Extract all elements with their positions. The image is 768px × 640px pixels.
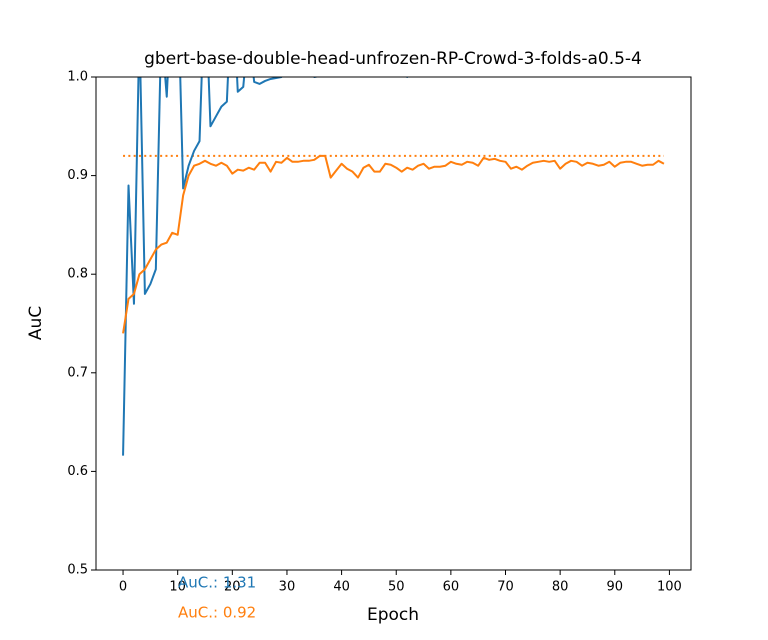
x-tick-label: 10 bbox=[169, 580, 186, 595]
x-tick-label: 40 bbox=[333, 580, 350, 595]
x-tick-label: 0 bbox=[119, 580, 127, 595]
annotation: AuC.: 0.92 bbox=[178, 604, 256, 622]
y-tick-label: 0.9 bbox=[67, 168, 88, 183]
y-tick-label: 0.5 bbox=[67, 563, 88, 578]
annotation: AuC.: 1.31 bbox=[178, 574, 256, 592]
plot-area bbox=[122, 77, 665, 456]
y-tick-label: 0.6 bbox=[67, 464, 88, 479]
series-line bbox=[122, 77, 409, 456]
x-tick-label: 30 bbox=[279, 580, 296, 595]
x-axis-label: Epoch bbox=[367, 605, 419, 625]
y-tick-label: 1.0 bbox=[67, 70, 88, 85]
axes-frame bbox=[95, 76, 692, 571]
x-tick-label: 90 bbox=[607, 580, 624, 595]
x-tick-label: 60 bbox=[443, 580, 460, 595]
x-tick-label: 70 bbox=[497, 580, 514, 595]
y-tick-label: 0.8 bbox=[67, 267, 88, 282]
chart-title: gbert-base-double-head-unfrozen-RP-Crowd… bbox=[144, 49, 642, 69]
x-tick-label: 50 bbox=[388, 580, 405, 595]
x-tick-label: 100 bbox=[657, 580, 682, 595]
x-tick-label: 80 bbox=[552, 580, 569, 595]
y-axis-label: AuC bbox=[26, 306, 46, 340]
x-tick-label: 20 bbox=[224, 580, 241, 595]
series-line bbox=[122, 154, 665, 334]
y-tick-label: 0.7 bbox=[67, 365, 88, 380]
